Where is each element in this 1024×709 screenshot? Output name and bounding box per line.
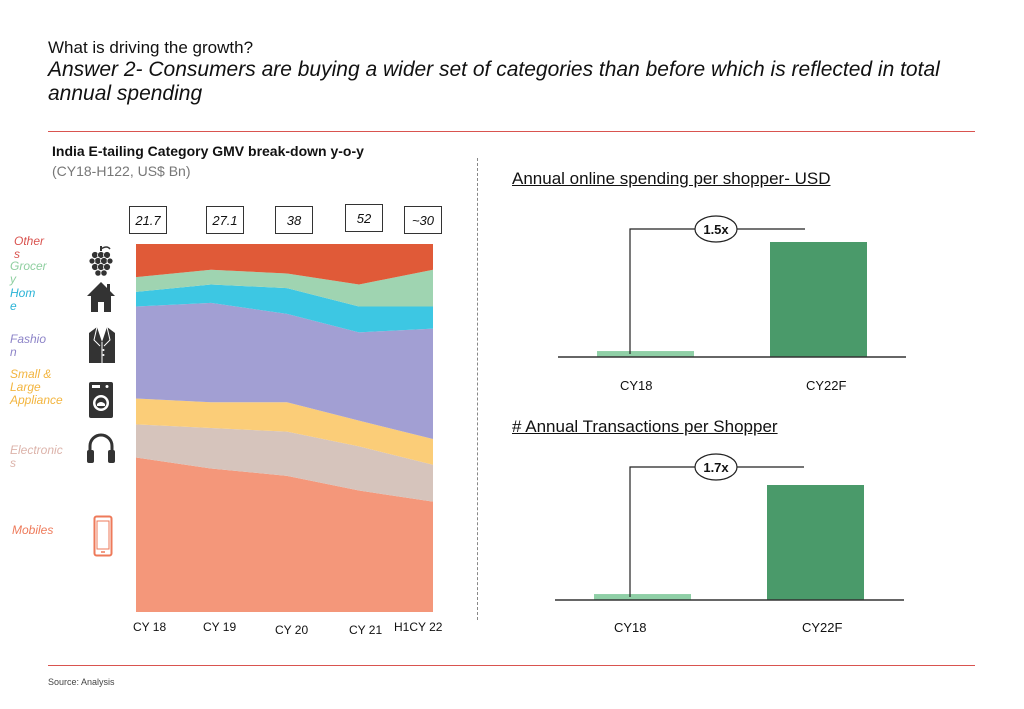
house-icon: [87, 282, 115, 312]
area-chart-subtitle: (CY18-H122, US$ Bn): [52, 163, 191, 179]
panel-divider: [477, 158, 478, 620]
source-note: Source: Analysis: [48, 677, 115, 687]
x-label-cy19: CY 19: [203, 620, 237, 634]
x-label-cy18: CY 18: [133, 620, 167, 634]
washing-machine-icon: [89, 382, 113, 418]
total-box-cy20: 38: [275, 206, 313, 234]
total-box-h1cy22: ~30: [404, 206, 442, 234]
question-heading: What is driving the growth?: [48, 38, 254, 57]
spending-x-label-cy22f: CY22F: [806, 378, 847, 393]
bottom-divider-line: [48, 665, 975, 666]
total-box-cy19: 27.1: [206, 206, 244, 234]
bar-transactions-cy22f: [767, 485, 864, 600]
total-box-cy21: 52: [345, 204, 383, 232]
x-label-cy20: CY 20: [275, 623, 309, 637]
mobile-phone-icon: [93, 515, 113, 557]
category-label-home: Hom e: [10, 286, 36, 313]
area-fashion: [136, 302, 433, 440]
growth-connector-line: [629, 228, 805, 354]
grapes-icon: [88, 246, 114, 277]
category-label-others: Other s: [14, 234, 45, 261]
transactions-x-label-cy18: CY18: [614, 620, 647, 635]
answer-heading: Answer 2- Consumers are buying a wider s…: [48, 58, 940, 105]
category-label-grocery: Grocer y: [10, 259, 47, 286]
growth-multiplier-label: 1.5x: [703, 222, 729, 237]
growth-connector-line: [629, 466, 804, 597]
bar-transactions-cy18: [594, 594, 691, 600]
bar-spending-cy18: [597, 351, 694, 357]
area-small-large-appliance: [136, 398, 433, 465]
category-label-mobiles: Mobiles: [12, 523, 54, 537]
category-label-electronics: Electronic s: [10, 443, 63, 470]
growth-multiplier-oval: [694, 453, 738, 481]
category-label-appliance: Small & Large Appliance: [10, 367, 63, 407]
headphones-icon: [87, 433, 115, 463]
area-chart-title: India E-tailing Category GMV break-down …: [52, 143, 364, 159]
area-others: [136, 244, 433, 285]
x-label-cy21: CY 21: [349, 623, 383, 637]
area-electronics: [136, 424, 433, 502]
transactions-x-label-cy22f: CY22F: [802, 620, 843, 635]
transactions-chart-title: # Annual Transactions per Shopper: [512, 417, 778, 436]
area-mobiles: [136, 457, 433, 612]
top-divider-line: [48, 131, 975, 132]
category-label-fashion: Fashio n: [10, 332, 47, 359]
spending-x-label-cy18: CY18: [620, 378, 653, 393]
growth-multiplier-label: 1.7x: [703, 460, 729, 475]
bar-spending-cy22f: [770, 242, 867, 357]
x-label-h1cy22: H1CY 22: [394, 620, 443, 634]
total-box-cy18: 21.7: [129, 206, 167, 234]
area-home: [136, 284, 433, 333]
area-grocery: [136, 269, 433, 307]
growth-multiplier-oval: [694, 215, 738, 243]
blazer-icon: [89, 326, 115, 363]
spending-chart-title: Annual online spending per shopper- USD: [512, 169, 831, 188]
